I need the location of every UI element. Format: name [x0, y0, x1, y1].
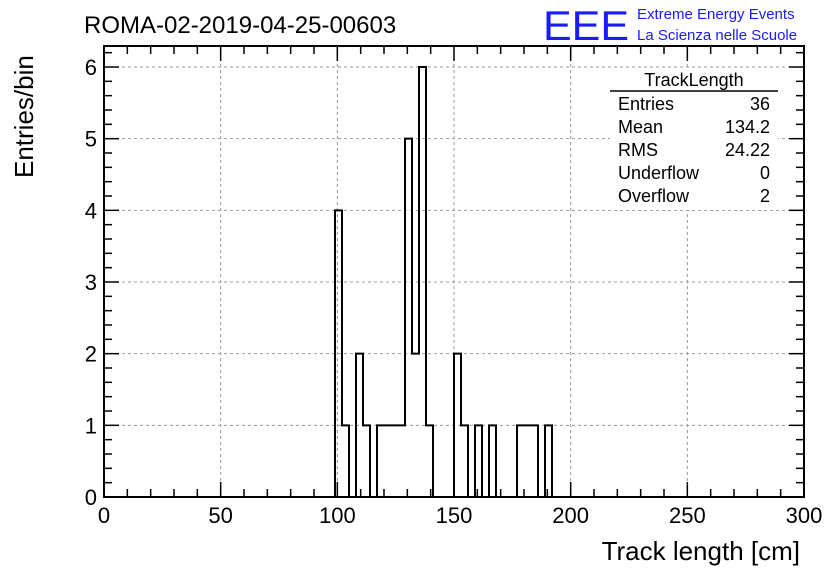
stats-row-label: Entries	[618, 94, 674, 114]
stats-row-value: 134.2	[725, 117, 770, 137]
axis-ticks	[103, 46, 805, 498]
stats-row-value: 36	[750, 94, 770, 114]
histogram-bin	[489, 425, 496, 497]
x-tick-label: 250	[669, 503, 706, 528]
y-tick-labels: 0 1 2 3 4 5 6	[85, 55, 97, 510]
stats-row-value: 24.22	[725, 140, 770, 160]
logo-line1: Extreme Energy Events	[637, 6, 795, 23]
stats-box: TrackLength Entries 36 Mean 134.2 RMS 24.22 Un…	[610, 68, 778, 210]
histogram-bin	[461, 425, 468, 497]
run-title: ROMA-02-2019-04-25-00603	[84, 12, 396, 39]
x-tick-label: 0	[98, 503, 110, 528]
stats-row-value: 0	[760, 163, 770, 183]
histogram-bin	[426, 425, 433, 497]
histogram-bin	[405, 139, 412, 497]
y-tick-label: 3	[85, 270, 97, 295]
y-tick-label: 0	[85, 485, 97, 510]
x-tick-label: 100	[319, 503, 356, 528]
x-tick-label: 150	[436, 503, 473, 528]
stats-row-label: Mean	[618, 117, 663, 137]
stats-row-label: RMS	[618, 140, 658, 160]
x-tick-label: 200	[552, 503, 589, 528]
histogram-bin	[342, 425, 349, 497]
histogram-bin	[475, 425, 482, 497]
y-axis-label: Entries/bin	[9, 55, 39, 178]
histogram-bin	[524, 425, 531, 497]
grid	[104, 46, 804, 497]
y-tick-label: 5	[85, 127, 97, 152]
histogram-bin	[377, 425, 384, 497]
stats-row-value: 2	[760, 186, 770, 206]
stats-title: TrackLength	[644, 70, 743, 90]
histogram-outline	[334, 66, 553, 498]
histogram-bin	[384, 425, 391, 497]
histogram-bin	[398, 425, 405, 497]
x-tick-labels: 0 50 100 150 200 250 300	[98, 503, 822, 528]
y-tick-label: 2	[85, 342, 97, 367]
x-axis-label: Track length [cm]	[602, 536, 800, 566]
stats-row-label: Overflow	[618, 186, 690, 206]
histogram-bin	[545, 425, 552, 497]
histogram-bin	[531, 425, 538, 497]
x-tick-label: 300	[786, 503, 823, 528]
y-tick-label: 6	[85, 55, 97, 80]
eee-logo: EEE Extreme Energy Events La Scienza nel…	[543, 2, 797, 49]
histogram-bin	[517, 425, 524, 497]
x-tick-label: 50	[208, 503, 232, 528]
histogram-bin	[363, 425, 370, 497]
stats-row-label: Underflow	[618, 163, 700, 183]
logo-line2: La Scienza nelle Scuole	[637, 27, 797, 44]
logo-mark: EEE	[543, 2, 629, 49]
y-tick-label: 4	[85, 198, 97, 223]
y-tick-label: 1	[85, 413, 97, 438]
histogram-bin	[391, 425, 398, 497]
